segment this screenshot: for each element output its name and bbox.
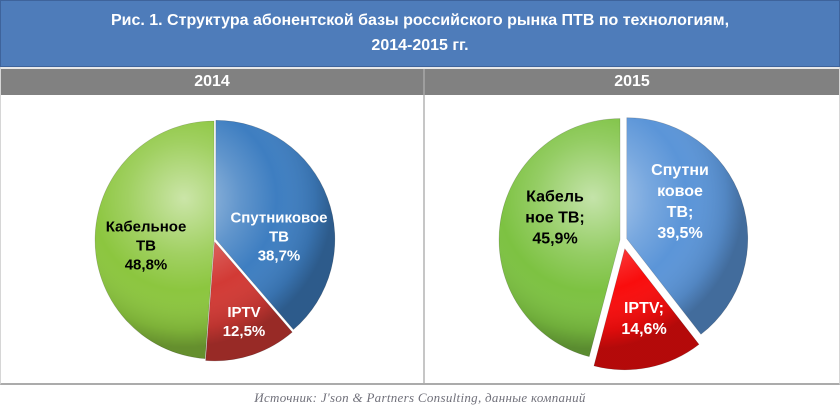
chart-column-2014: Спутниковое ТВ 38,7% IPTV 12,5% Кабельное ТВ 48…	[1, 95, 423, 383]
chart-title-line-1: Рис. 1. Структура абонентской базы росси…	[110, 12, 730, 29]
chart-body: Спутниковое ТВ 38,7% IPTV 12,5% Кабельное ТВ 48…	[1, 95, 839, 383]
chart-panel: 2014 2015 Спутниковое ТВ 38,7% IPTV 12,5% Каб…	[0, 67, 840, 385]
chart-title-line-2: 2014-2015 гг.	[371, 37, 469, 54]
year-header-2014: 2014	[194, 73, 230, 90]
chart-title-bar: Рис. 1. Структура абонентской базы росси…	[0, 0, 840, 67]
pie-slice-label-satellite-tv: Спутни ковое ТВ; 39,5%	[651, 162, 709, 242]
chart-column-2015: Спутни ковое ТВ; 39,5% IPTV; 14,6% Кабель ное Т…	[425, 95, 839, 383]
pie-slice-label-iptv: IPTV; 14,6%	[621, 300, 666, 338]
source-caption: Источник: J'son & Partners Consulting, д…	[254, 390, 586, 405]
pie-slice-label-cable-tv: Кабель ное ТВ; 45,9%	[525, 189, 584, 248]
pie-chart-2014: Спутниковое ТВ 38,7%IPTV 12,5%Кабельное ТВ 48…	[94, 119, 336, 362]
column-divider	[423, 69, 425, 95]
year-header-2015: 2015	[614, 73, 650, 90]
year-header-band: 2014 2015	[1, 67, 839, 95]
pie-slice-label-iptv: IPTV 12,5%	[223, 304, 266, 340]
pie-chart-2015: Спутни ковое ТВ; 39,5% IPTV; 14,6% Кабель ное Т…	[498, 117, 749, 371]
column-divider	[423, 95, 425, 383]
pie-slice-label-cable-tv: Кабельное ТВ 48,8%	[106, 219, 187, 274]
